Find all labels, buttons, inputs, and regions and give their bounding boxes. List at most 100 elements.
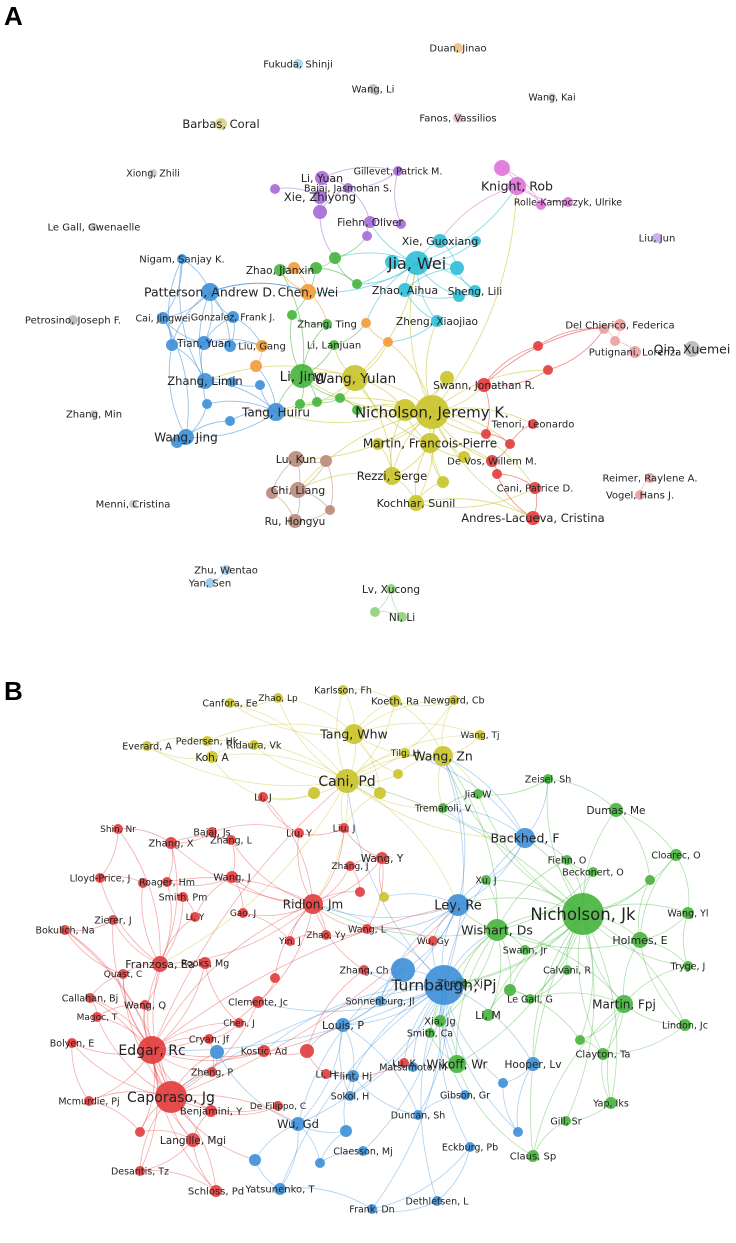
node-a xyxy=(157,312,169,324)
panel-a-nodes xyxy=(68,43,700,622)
edge-b xyxy=(262,796,314,905)
node-label: Gonzalez, Frank J. xyxy=(191,312,275,323)
edge-a xyxy=(295,411,433,460)
node-label: Reimer, Raylene A. xyxy=(602,474,697,485)
node-b xyxy=(413,1110,423,1120)
node-a xyxy=(610,336,620,346)
node-b xyxy=(294,828,304,838)
node-label: Desantis, Tz xyxy=(111,1166,169,1177)
node-a xyxy=(293,59,303,69)
edge-b xyxy=(159,903,314,965)
node-label: Andres-Lacueva, Cristina xyxy=(461,511,604,525)
node-b xyxy=(344,724,364,744)
node-a xyxy=(313,190,327,204)
node-b xyxy=(609,803,623,817)
node-label: Li, H xyxy=(315,1069,336,1080)
node-label: Newgard, Cb xyxy=(423,695,484,706)
edge-b xyxy=(151,780,348,1051)
node-label: Wang, Kai xyxy=(528,92,575,103)
edge-a xyxy=(204,365,356,382)
edge-b xyxy=(352,1075,419,1116)
node-a xyxy=(408,495,424,511)
edge-b xyxy=(439,929,498,1022)
node-b xyxy=(249,1154,261,1166)
node-label: Patterson, Andrew D. xyxy=(144,285,276,300)
node-label: Wang, Zn xyxy=(413,749,473,764)
edge-b xyxy=(342,1024,419,1116)
node-label: Tang, Huiru xyxy=(241,405,310,419)
node-a xyxy=(397,612,407,622)
node-b xyxy=(273,1101,283,1111)
node-label: Nicholson, Jk xyxy=(530,905,636,924)
edge-b xyxy=(257,903,314,1003)
node-label: Benjamini, Y xyxy=(180,1107,243,1118)
node-b xyxy=(204,1034,214,1044)
edge-b xyxy=(436,1146,471,1202)
node-a xyxy=(652,233,662,243)
node-b xyxy=(561,1116,571,1126)
node-label: Knight, Rob xyxy=(481,179,553,194)
node-b xyxy=(481,875,491,885)
node-a xyxy=(494,160,510,176)
node-b xyxy=(202,736,212,746)
node-b xyxy=(605,1097,617,1109)
node-a xyxy=(177,254,187,264)
node-b xyxy=(210,1045,224,1059)
node-label: Nigam, Sanjay K. xyxy=(139,255,224,266)
edge-a xyxy=(162,258,183,319)
edge-b xyxy=(151,984,445,1051)
edge-b xyxy=(353,699,455,735)
edge-b xyxy=(509,989,581,1041)
node-label: Smith, Pm xyxy=(159,892,208,903)
node-label: Cani, Patrice D. xyxy=(497,484,574,495)
node-b xyxy=(475,730,485,740)
node-b xyxy=(575,1035,585,1045)
node-label: Chen, J xyxy=(223,1019,255,1029)
node-a xyxy=(614,319,626,331)
node-a xyxy=(386,584,396,594)
edge-b xyxy=(99,828,119,879)
edge-b xyxy=(457,837,526,906)
node-b xyxy=(258,1045,270,1057)
node-a xyxy=(171,436,183,448)
node-label: Rolle-Kampczyk, Ulrike xyxy=(514,197,622,208)
node-label: Barbas, Coral xyxy=(182,117,259,131)
node-label: Nicholson, Jeremy K. xyxy=(355,403,509,421)
node-b xyxy=(118,969,128,979)
node-label: Jia, Wei xyxy=(387,254,446,273)
node-label: Wang, Tj xyxy=(461,731,500,741)
node-a xyxy=(372,438,384,450)
node-a xyxy=(383,337,393,347)
edge-b xyxy=(529,992,625,1005)
edge-b xyxy=(211,756,264,798)
node-b xyxy=(465,1142,475,1152)
edge-b xyxy=(206,740,348,782)
node-b xyxy=(238,908,248,918)
node-a xyxy=(420,433,440,453)
edge-b xyxy=(206,723,355,742)
node-label: Calvani, R xyxy=(543,965,591,976)
node-label: Gillevet, Patrick M. xyxy=(354,166,443,177)
edge-b xyxy=(64,929,153,1051)
node-a xyxy=(149,169,157,177)
node-label: Claesson, Mj xyxy=(333,1146,393,1157)
edge-a xyxy=(209,282,309,293)
node-a xyxy=(599,324,609,334)
node-label: Kostic, Ad xyxy=(241,1046,288,1057)
node-label: Wikoff, Wr xyxy=(427,1057,488,1071)
node-a xyxy=(320,455,332,467)
node-label: Liu, Jun xyxy=(639,234,676,245)
edge-b xyxy=(442,755,498,931)
edge-a xyxy=(415,487,536,508)
node-a xyxy=(310,262,322,274)
node-b xyxy=(513,1127,523,1137)
node-a xyxy=(405,251,429,275)
node-b xyxy=(515,828,535,848)
node-label: Gao, J xyxy=(230,909,256,919)
node-a xyxy=(295,399,305,409)
node-a xyxy=(526,511,540,525)
node-a xyxy=(288,451,304,467)
node-label: Zhang, L xyxy=(210,835,252,846)
edge-b xyxy=(204,962,240,1024)
